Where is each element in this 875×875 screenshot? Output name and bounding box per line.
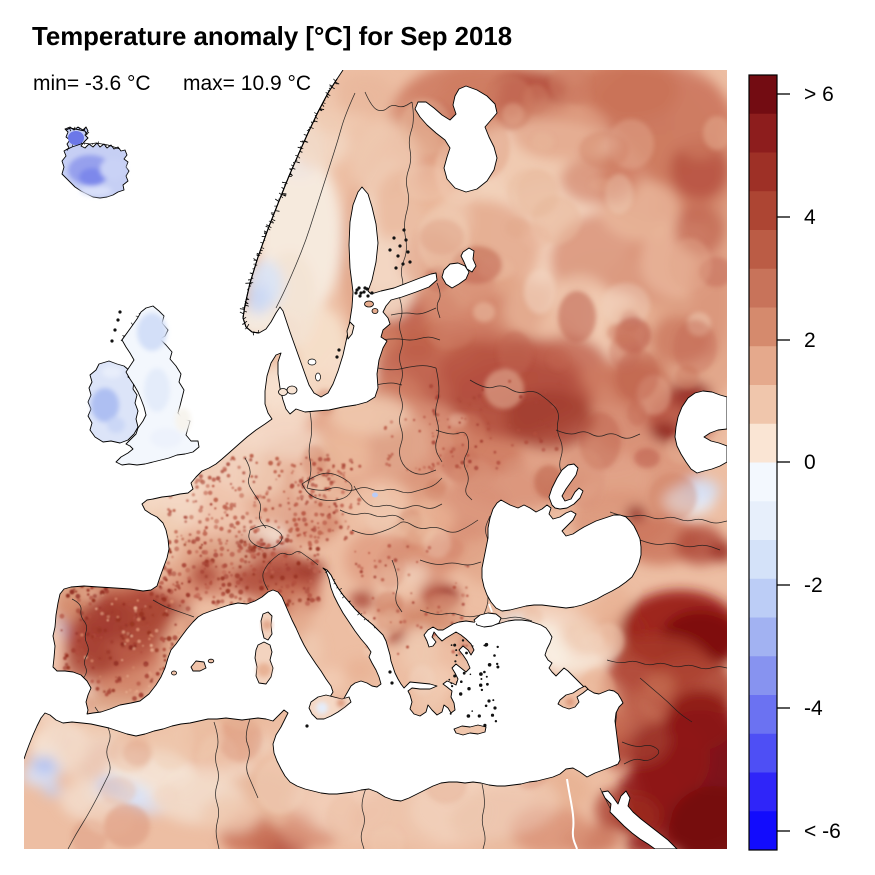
svg-text:4: 4 [804, 206, 816, 229]
svg-text:< -6: < -6 [804, 820, 841, 843]
svg-text:min= -3.6 °C: min= -3.6 °C [33, 72, 151, 95]
svg-text:-4: -4 [804, 697, 823, 720]
svg-text:-2: -2 [804, 574, 823, 597]
svg-text:2: 2 [804, 329, 816, 352]
svg-text:Temperature anomaly [°C] for S: Temperature anomaly [°C] for Sep 2018 [32, 23, 512, 51]
svg-text:> 6: > 6 [804, 83, 834, 106]
svg-text:0: 0 [804, 451, 816, 474]
svg-text:max= 10.9 °C: max= 10.9 °C [183, 72, 311, 95]
